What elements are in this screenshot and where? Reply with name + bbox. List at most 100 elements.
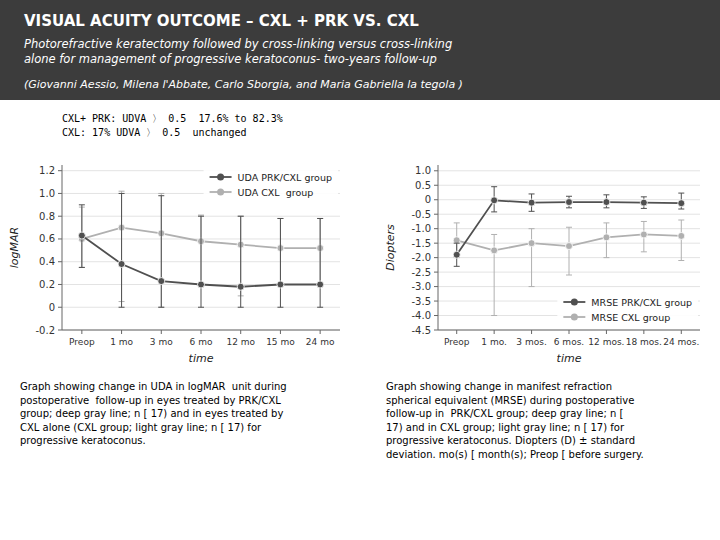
error-bar <box>641 221 647 251</box>
grid-line <box>62 216 340 217</box>
error-bar <box>529 229 535 287</box>
tick-label: 3 mos. <box>516 337 546 347</box>
error-bar <box>641 197 647 209</box>
tick-mark <box>81 330 82 334</box>
legend-label: MRSE PRK/CXL group <box>591 297 692 308</box>
tick-label: Preop <box>444 337 470 347</box>
marker <box>528 199 535 206</box>
error-bar <box>491 234 497 315</box>
series-line <box>457 200 682 254</box>
error-bar <box>277 218 283 307</box>
marker <box>158 278 165 285</box>
series <box>453 187 685 267</box>
tick-mark <box>434 272 438 273</box>
tick-label: 1.2 <box>39 165 55 176</box>
tick-label: 0.5 <box>415 180 431 191</box>
tick-mark <box>161 330 162 334</box>
tick-label: 3 mo <box>150 337 173 347</box>
marker <box>491 247 498 254</box>
tick-label: -4.0 <box>411 310 431 321</box>
marker <box>317 281 324 288</box>
legend: MRSE PRK/CXL groupMRSE CXL group <box>557 292 698 327</box>
marker <box>237 283 244 290</box>
marker <box>453 251 460 258</box>
y-axis-label: Diopters <box>384 224 397 271</box>
marker <box>277 281 284 288</box>
background <box>0 0 720 540</box>
annotation: CXL+ PRK: UDVA 〉 0.5 17.6% to 82.3%CXL: … <box>62 113 283 138</box>
authors: (Giovanni Aessio, Milena l'Abbate, Carlo… <box>24 78 463 91</box>
tick-mark <box>58 238 62 239</box>
error-bar <box>119 193 125 307</box>
marker <box>453 237 460 244</box>
tick-label: Preop <box>69 337 95 347</box>
tick-mark <box>280 330 281 334</box>
error-bar <box>158 193 164 307</box>
tick-label: 0.4 <box>39 256 55 267</box>
error-bar <box>603 195 609 208</box>
tick-label: 6 mos. <box>554 337 584 347</box>
tick-mark <box>531 330 532 334</box>
marker <box>603 199 610 206</box>
tick-mark <box>434 199 438 200</box>
marker <box>640 199 647 206</box>
tick-label: -2.0 <box>411 252 431 263</box>
tick-mark <box>240 330 241 334</box>
grid-line <box>438 170 700 171</box>
legend-label: UDA PRK/CXL group <box>238 172 332 183</box>
legend-marker <box>217 189 224 196</box>
marker <box>566 199 573 206</box>
marker <box>678 232 685 239</box>
error-bar <box>454 223 460 258</box>
tick-label: -1.0 <box>411 223 431 234</box>
series-line <box>457 234 682 250</box>
tick-label: -1.5 <box>411 238 431 249</box>
marker <box>566 243 573 250</box>
marker <box>640 231 647 238</box>
caption: Graph showing change in UDA in logMAR un… <box>20 381 287 446</box>
tick-label: -0.5 <box>411 209 431 220</box>
page: VISUAL ACUITY OUTCOME – CXL + PRK VS. CX… <box>0 0 720 540</box>
y-axis <box>438 165 439 330</box>
marker <box>528 240 535 247</box>
tick-mark <box>569 330 570 334</box>
y-axis <box>62 165 63 330</box>
title: VISUAL ACUITY OUTCOME – CXL + PRK VS. CX… <box>24 12 419 30</box>
tick-label: 15 mo <box>266 337 295 347</box>
tick-mark <box>434 185 438 186</box>
error-bar <box>566 196 572 208</box>
error-bar <box>678 220 684 261</box>
legend-marker <box>571 314 578 321</box>
tick-mark <box>434 214 438 215</box>
error-bar <box>238 216 244 307</box>
grid-line <box>438 286 700 287</box>
legend-background <box>557 292 698 327</box>
series-line <box>82 236 320 287</box>
series <box>78 191 323 307</box>
error-bar <box>678 193 684 209</box>
tick-mark <box>434 301 438 302</box>
tick-mark <box>434 170 438 171</box>
tick-mark <box>434 257 438 258</box>
tick-label: 0.2 <box>39 279 55 290</box>
tick-label: 24 mos. <box>663 337 699 347</box>
error-bar <box>454 243 460 266</box>
tick-label: -4.5 <box>411 325 431 336</box>
tick-mark <box>494 330 495 334</box>
tick-mark <box>434 228 438 229</box>
legend-label: UDA CXL group <box>238 187 314 198</box>
y-axis-label: logMAR <box>8 227 21 268</box>
tick-label: 12 mos. <box>588 337 624 347</box>
tick-mark <box>121 330 122 334</box>
legend: UDA PRK/CXL group UDA CXL group <box>204 167 338 202</box>
tick-mark <box>434 330 438 331</box>
grid-line <box>62 307 340 308</box>
tick-mark <box>434 243 438 244</box>
marker <box>491 197 498 204</box>
error-bar <box>529 194 535 211</box>
marker <box>118 261 125 268</box>
tick-label: 0.8 <box>39 211 55 222</box>
grid-line <box>438 214 700 215</box>
legend-marker <box>571 299 578 306</box>
chart: -0.200.20.40.60.81.01.2Preop1 mo3 mo6 mo… <box>8 113 340 446</box>
